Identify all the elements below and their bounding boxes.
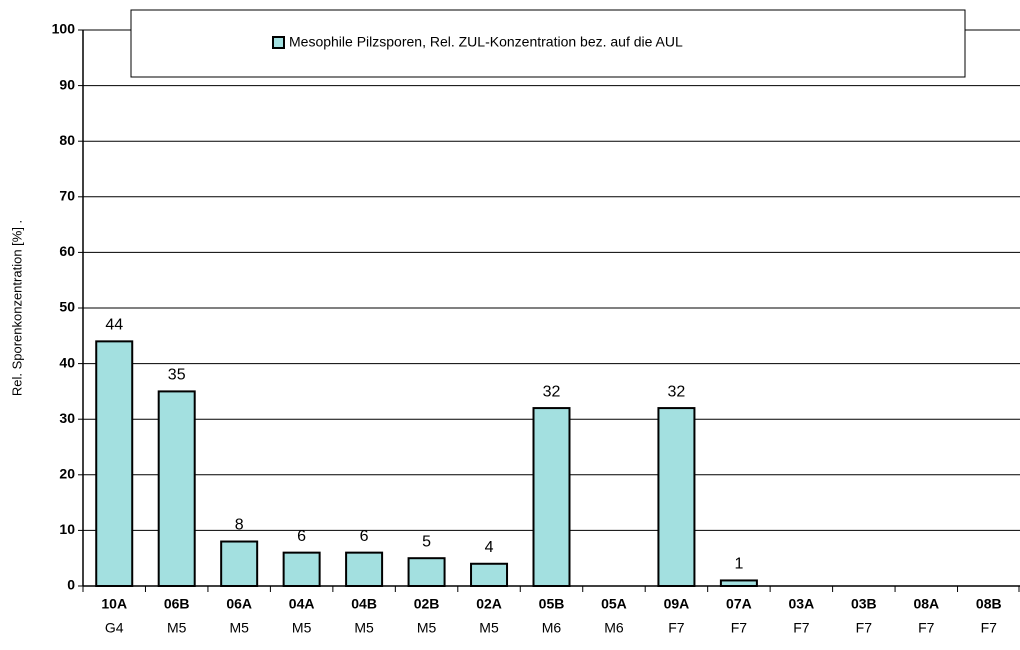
y-axis-label: Rel. Sporenkonzentration [%] .	[9, 220, 24, 396]
data-label: 35	[168, 367, 186, 384]
x-sub-label: M5	[417, 620, 437, 636]
legend-label: Mesophile Pilzsporen, Rel. ZUL-Konzentra…	[289, 34, 683, 50]
y-tick-label: 10	[59, 521, 75, 537]
y-tick-label: 60	[59, 243, 75, 259]
x-sub-label: M6	[542, 620, 562, 636]
y-tick-label: 70	[59, 188, 75, 204]
x-sub-label: F7	[918, 620, 935, 636]
y-tick-label: 40	[59, 354, 75, 370]
y-tick-label: 30	[59, 410, 75, 426]
y-tick-label: 50	[59, 299, 75, 315]
data-label: 32	[668, 383, 686, 400]
y-tick-label: 100	[52, 21, 76, 37]
x-sub-label: G4	[105, 620, 124, 636]
x-sub-label: F7	[731, 620, 748, 636]
x-sub-label: F7	[856, 620, 873, 636]
bar	[532, 407, 571, 587]
x-tick-label: 05A	[601, 596, 627, 612]
bar	[220, 540, 259, 588]
legend-swatch	[272, 36, 285, 49]
data-label: 44	[105, 317, 123, 334]
data-label: 6	[297, 528, 306, 545]
bar	[157, 390, 196, 587]
x-tick-label: 09A	[664, 596, 690, 612]
x-tick-label: 10A	[101, 596, 127, 612]
x-sub-label: M5	[354, 620, 374, 636]
x-tick-label: 03A	[789, 596, 815, 612]
x-sub-label: F7	[793, 620, 810, 636]
x-sub-label: F7	[981, 620, 998, 636]
bar	[95, 340, 134, 587]
bar	[282, 551, 321, 588]
data-label: 6	[360, 528, 369, 545]
x-sub-label: M5	[167, 620, 187, 636]
x-sub-label: M5	[479, 620, 499, 636]
y-tick-label: 0	[67, 577, 75, 593]
x-sub-label: M5	[292, 620, 312, 636]
data-label: 4	[485, 539, 494, 556]
x-sub-label: M5	[229, 620, 249, 636]
x-tick-label: 05B	[539, 596, 565, 612]
y-tick-label: 80	[59, 132, 75, 148]
x-tick-label: 08B	[976, 596, 1002, 612]
x-sub-label: M6	[604, 620, 624, 636]
bar	[719, 579, 758, 588]
x-tick-label: 07A	[726, 596, 752, 612]
x-tick-label: 03B	[851, 596, 877, 612]
x-tick-label: 04B	[351, 596, 377, 612]
data-label: 5	[422, 533, 431, 550]
legend-box	[130, 9, 966, 78]
x-tick-label: 02B	[414, 596, 440, 612]
x-tick-label: 08A	[913, 596, 939, 612]
x-tick-label: 02A	[476, 596, 502, 612]
bar	[345, 551, 384, 588]
bar	[470, 562, 509, 588]
y-tick-label: 90	[59, 76, 75, 92]
x-sub-label: F7	[668, 620, 685, 636]
x-tick-label: 06B	[164, 596, 190, 612]
data-label: 8	[235, 517, 244, 534]
x-tick-label: 06A	[226, 596, 252, 612]
y-tick-label: 20	[59, 466, 75, 482]
bar	[657, 407, 696, 587]
data-label: 1	[734, 556, 743, 573]
bar	[407, 557, 446, 588]
x-tick-label: 04A	[289, 596, 315, 612]
data-label: 32	[543, 383, 561, 400]
